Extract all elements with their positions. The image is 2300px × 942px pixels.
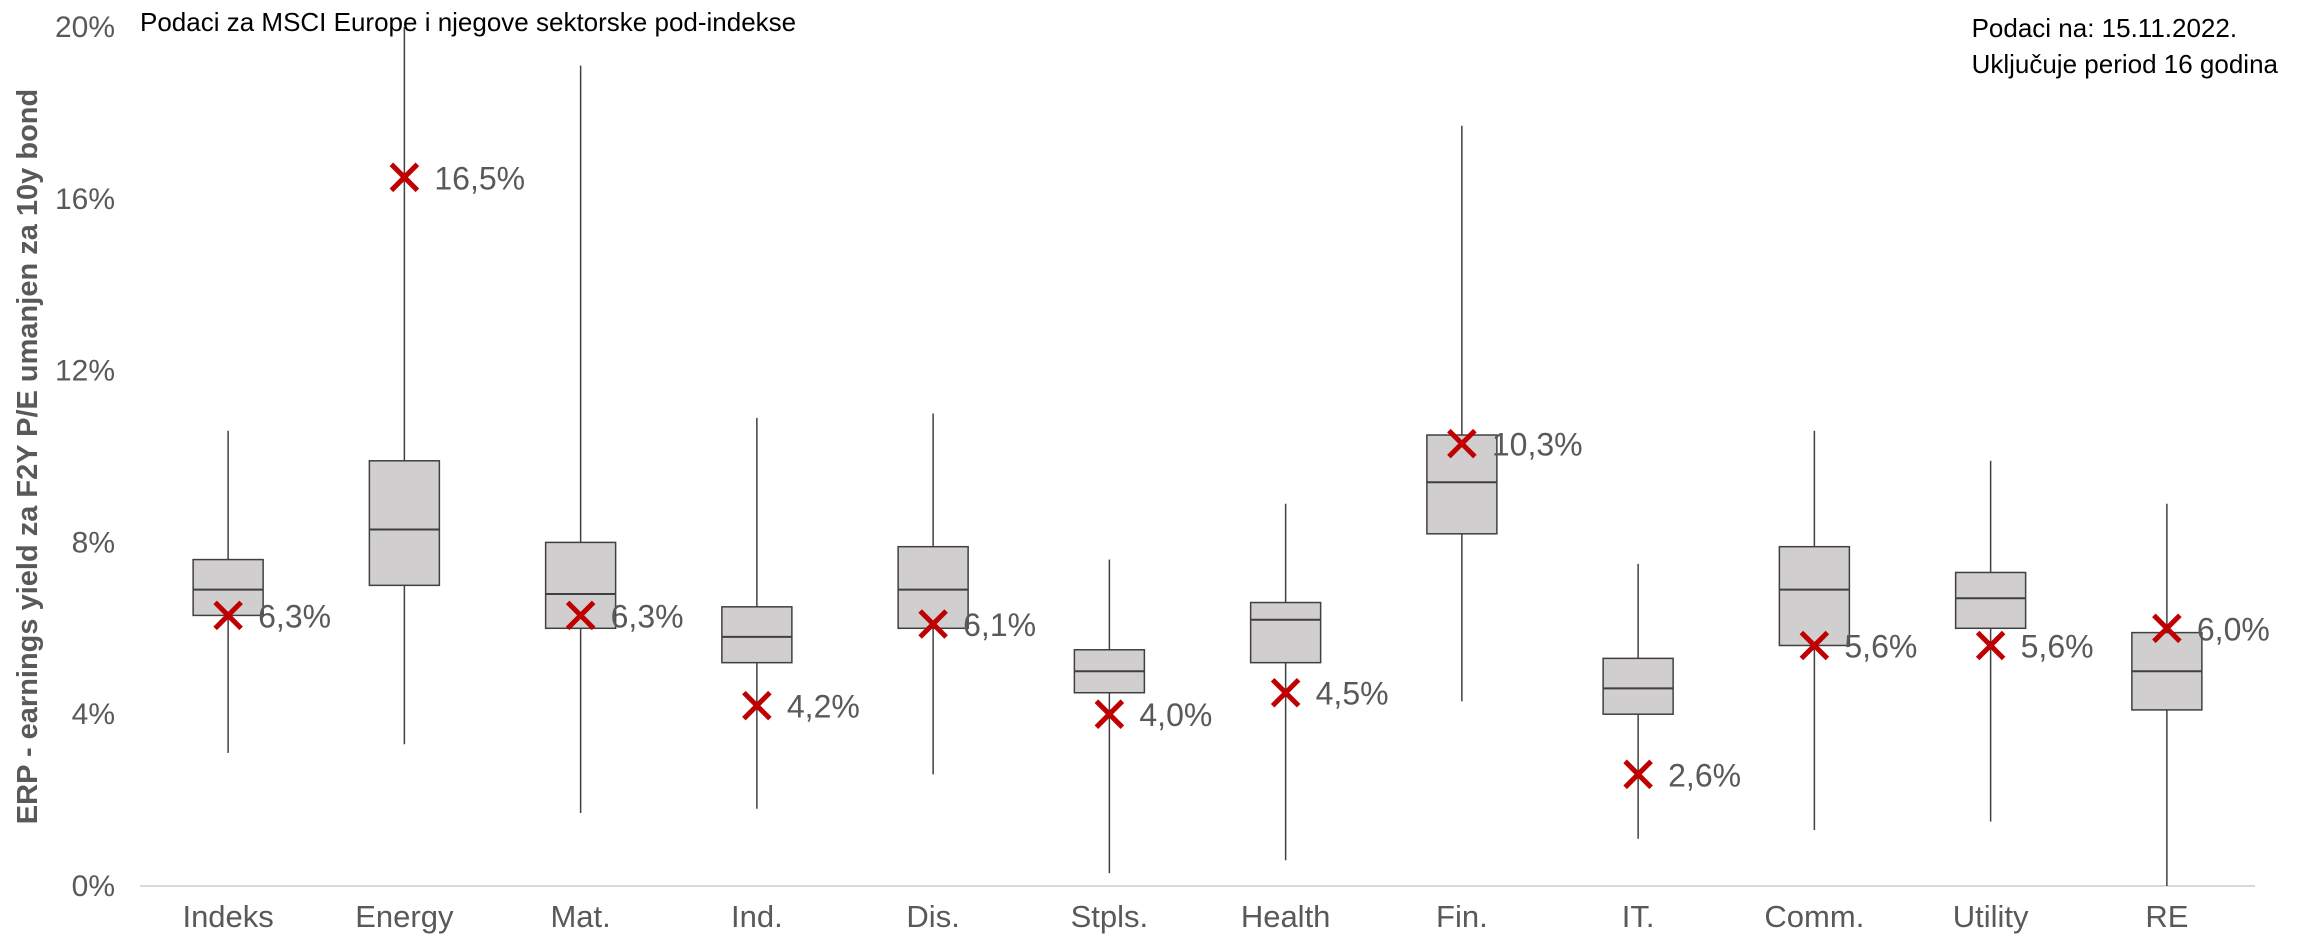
data-label: 5,6% [1844,628,1917,664]
y-tick-label: 16% [55,183,115,216]
current-marker: 6,1% [918,607,1036,643]
marker-stroke [565,600,596,631]
data-label: 2,6% [1668,757,1741,793]
data-label: 4,0% [1139,697,1212,733]
x-category-label: Comm. [1764,899,1864,934]
x-category-label: Dis. [906,899,959,934]
y-tick-label: 4% [72,698,115,731]
data-label: 6,1% [963,607,1036,643]
current-marker: 6,3% [565,598,684,634]
data-label: 16,5% [434,160,525,196]
current-marker: 4,5% [1270,676,1389,712]
y-tick-label: 20% [55,11,115,44]
box-dis [897,413,969,775]
box-iqr [897,545,969,630]
x-category-label: Stpls. [1071,899,1149,934]
current-value-series: 6,3% 16,5% 6,3% 4,2% 6,1% 4,0% 4,5% 10,3% 2,6% 5,… [213,160,2270,793]
current-marker: 16,5% [389,160,525,196]
box-iqr [1426,434,1498,535]
marker-stroke [1975,630,2006,661]
marker-stroke [1094,699,1125,729]
y-tick-label: 0% [72,870,115,903]
y-axis-label-group: ERP - earnings yield za F2Y P/E umanjen … [12,89,44,824]
x-category-label: Energy [355,899,454,934]
y-tick-label: 12% [55,355,115,388]
marker-stroke [1447,428,1477,459]
data-label: 4,5% [1316,676,1389,712]
current-marker: 4,2% [742,689,860,725]
data-label: 5,6% [2021,628,2094,664]
box-iqr [368,460,441,587]
box-fin [1426,125,1498,702]
box-series [192,27,2203,886]
note-date-period: Podaci na: 15.11.2022. Uključuje period … [1972,10,2278,82]
current-marker: 6,0% [2152,611,2270,647]
note-date: Podaci na: 15.11.2022. [1971,13,2238,43]
x-axis-categories: Indeks Energy Mat. Ind. Dis. Stpls. Health Fin.… [182,899,2188,934]
box-re [2131,503,2203,886]
marker-stroke [1799,630,1830,661]
box-indeks [192,430,264,753]
box-iqr [1602,657,1674,715]
current-marker: 4,0% [1094,697,1212,733]
data-label: 6,0% [2197,611,2270,647]
marker-stroke [742,690,772,721]
marker-stroke [1270,677,1301,708]
x-category-label: Fin. [1436,899,1488,934]
note-period: Uključuje period 16 godina [1971,49,2278,79]
box-comm [1778,430,1851,831]
box-stpls [1073,559,1146,874]
marker-stroke [2152,613,2182,644]
box-iqr [721,606,793,664]
data-label: 6,3% [258,598,331,634]
marker-stroke [213,600,243,631]
marker-stroke [1623,759,1653,790]
marker-stroke [918,609,948,639]
x-category-label: Mat. [550,899,610,934]
box-iqr [1954,571,2027,630]
x-category-label: Ind. [731,899,783,934]
box-utility [1954,460,2027,822]
x-category-label: Health [1241,899,1331,934]
current-marker: 2,6% [1623,757,1741,793]
box-it [1602,563,1674,839]
current-marker: 5,6% [1975,628,2094,664]
note-data-source: Podaci za MSCI Europe i njegove sektorsk… [140,7,797,37]
x-category-label: IT. [1622,899,1655,934]
box-health [1249,503,1322,861]
current-marker: 5,6% [1799,628,1917,664]
box-mat [544,65,617,813]
box-iqr [1778,545,1851,647]
data-label: 6,3% [611,598,684,634]
y-axis-ticks: 0% 4% 8% 12% 16% 20% [55,11,115,903]
x-category-label: RE [2145,899,2188,934]
box-iqr [1249,601,1322,664]
x-category-label: Utility [1953,899,2029,934]
box-ind [721,417,793,809]
box-energy [368,27,441,745]
marker-stroke [389,162,420,193]
current-marker: 10,3% [1447,427,1583,463]
current-marker: 6,3% [213,598,331,634]
data-label: 4,2% [787,689,860,725]
x-category-label: Indeks [182,899,273,934]
data-label: 10,3% [1492,427,1583,463]
box-iqr [192,558,264,617]
y-tick-label: 8% [72,526,115,559]
y-axis-label: ERP - earnings yield za F2Y P/E umanjen … [12,89,44,824]
